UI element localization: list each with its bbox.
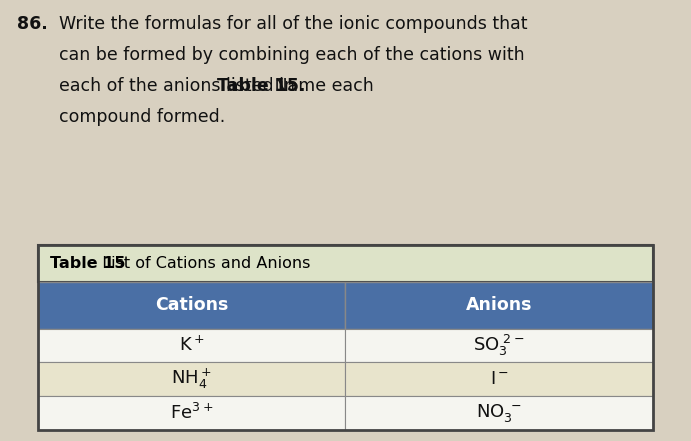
Text: $\mathregular{K^+}$: $\mathregular{K^+}$: [179, 336, 205, 355]
Text: Anions: Anions: [466, 296, 533, 314]
Text: each of the anions listed in: each of the anions listed in: [59, 77, 300, 95]
Text: $\mathregular{SO_3^{\ 2-}}$: $\mathregular{SO_3^{\ 2-}}$: [473, 333, 525, 358]
Text: compound formed.: compound formed.: [59, 108, 225, 126]
Text: $\mathregular{NH_4^+}$: $\mathregular{NH_4^+}$: [171, 367, 212, 392]
Bar: [346, 329, 653, 363]
Text: Cations: Cations: [155, 296, 229, 314]
Text: $\mathregular{Fe^{3+}}$: $\mathregular{Fe^{3+}}$: [170, 403, 214, 423]
Text: List of Cations and Anions: List of Cations and Anions: [92, 256, 310, 271]
Text: 86.: 86.: [17, 15, 48, 34]
Text: Table 15: Table 15: [50, 256, 126, 271]
Text: $\mathregular{I^-}$: $\mathregular{I^-}$: [490, 370, 509, 388]
Bar: [38, 282, 346, 329]
Bar: [0, 0, 691, 247]
Bar: [38, 363, 346, 396]
Text: Write the formulas for all of the ionic compounds that: Write the formulas for all of the ionic …: [59, 15, 527, 34]
Bar: [346, 363, 653, 396]
Bar: [38, 245, 653, 430]
Bar: [38, 396, 346, 430]
Bar: [346, 396, 653, 430]
Text: can be formed by combining each of the cations with: can be formed by combining each of the c…: [59, 46, 524, 64]
Text: Table 15.: Table 15.: [217, 77, 305, 95]
Bar: [38, 245, 653, 282]
Bar: [346, 282, 653, 329]
Text: Name each: Name each: [269, 77, 373, 95]
Bar: [38, 329, 346, 363]
Text: $\mathregular{NO_3^{\ -}}$: $\mathregular{NO_3^{\ -}}$: [477, 402, 522, 424]
